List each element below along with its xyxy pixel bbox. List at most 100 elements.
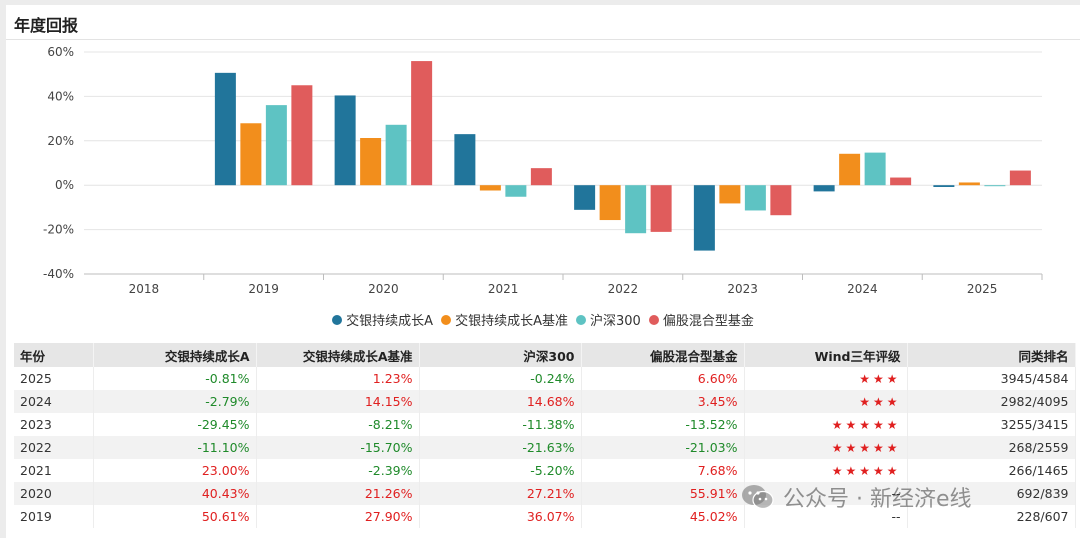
cell-fund-return: -2.79% <box>93 390 257 413</box>
cell-fund-return: -0.81% <box>93 367 257 390</box>
bar-2019-series-3 <box>265 105 287 186</box>
table-row: 2022 -11.10% -15.70% -21.63% -21.03% ★★★★★ 268… <box>14 436 1076 459</box>
x-tick-label: 2021 <box>488 282 519 296</box>
cell-wind-rating: ★★★★★ <box>744 413 908 436</box>
cell-peer-rank: 266/1465 <box>907 459 1076 482</box>
cell-year: 2021 <box>14 459 94 482</box>
cell-fund-return: 50.61% <box>93 505 257 528</box>
cell-benchmark-return: 27.90% <box>256 505 420 528</box>
col-header-year: 年份 <box>14 343 94 367</box>
bar-2019-series-2 <box>240 123 262 186</box>
cell-year: 2020 <box>14 482 94 505</box>
legend-dot <box>648 314 659 325</box>
cell-peer-return: -13.52% <box>581 413 745 436</box>
cell-wind-rating: ★★★ <box>744 367 908 390</box>
legend-item[interactable]: 偏股混合型基金 <box>648 310 754 329</box>
bar-2024-series-2 <box>839 153 861 186</box>
y-tick-label: -20% <box>43 223 74 237</box>
cell-hs300-return: -5.20% <box>419 459 582 482</box>
bar-2021-series-3 <box>505 185 527 197</box>
cell-peer-rank: 268/2559 <box>907 436 1076 459</box>
bar-2025-series-3 <box>984 185 1006 187</box>
cell-hs300-return: 14.68% <box>419 390 582 413</box>
annual-return-chart: 60% 40% 20% 0% -20% -40% 2018 2019 2020 2021 2022 2… <box>43 45 1043 296</box>
bar-2023-series-1 <box>693 185 715 251</box>
legend-label: 交银持续成长A <box>346 314 434 329</box>
bar-2022-series-4 <box>650 185 672 232</box>
legend-label: 交银持续成长A基准 <box>455 314 568 329</box>
bar-2020-series-4 <box>411 61 433 186</box>
cell-hs300-return: 27.21% <box>419 482 582 505</box>
legend-dot <box>332 314 343 325</box>
cell-peer-return: -21.03% <box>581 436 745 459</box>
panel-title: 年度回报 <box>14 16 79 35</box>
col-header-peer-rank: 同类排名 <box>907 343 1076 367</box>
bar-2024-series-4 <box>890 177 912 186</box>
x-tick-label: 2023 <box>727 282 758 296</box>
annual-return-table: 年份 交银持续成长A 交银持续成长A基准 沪深300 偏股混合型基金 Wind三… <box>14 343 1076 528</box>
cell-peer-return: 3.45% <box>581 390 745 413</box>
cell-fund-return: -29.45% <box>93 413 257 436</box>
y-tick-label: 40% <box>47 89 74 103</box>
bar-2024-series-1 <box>813 185 835 192</box>
y-tick-label: 60% <box>47 45 74 59</box>
bar-2019-series-4 <box>291 85 313 186</box>
col-header-wind-rating: Wind三年评级 <box>744 343 908 367</box>
table-header-row: 年份 交银持续成长A 交银持续成长A基准 沪深300 偏股混合型基金 Wind三… <box>14 343 1076 367</box>
bar-2022-series-2 <box>599 185 621 221</box>
bar-2021-series-1 <box>454 134 476 186</box>
cell-hs300-return: 36.07% <box>419 505 582 528</box>
cell-year: 2023 <box>14 413 94 436</box>
col-header-benchmark: 交银持续成长A基准 <box>256 343 420 367</box>
bar-2022-series-1 <box>574 185 596 210</box>
cell-year: 2025 <box>14 367 94 390</box>
legend-item[interactable]: 沪深300 <box>575 310 641 329</box>
cell-peer-return: 7.68% <box>581 459 745 482</box>
bar-2022-series-3 <box>625 185 647 234</box>
cell-hs300-return: -21.63% <box>419 436 582 459</box>
legend-item[interactable]: 交银持续成长A <box>332 310 433 329</box>
x-tick-label: 2022 <box>608 282 639 296</box>
bar-2025-series-1 <box>933 185 955 187</box>
legend-label: 沪深300 <box>589 314 641 329</box>
cell-fund-return: -11.10% <box>93 436 257 459</box>
col-header-hs300: 沪深300 <box>419 343 582 367</box>
col-header-fund: 交银持续成长A <box>93 343 257 367</box>
bar-2025-series-2 <box>958 182 980 186</box>
cell-peer-rank: 3945/4584 <box>907 367 1076 390</box>
table-row: 2021 23.00% -2.39% -5.20% 7.68% ★★★★★ 266/1465 <box>14 459 1076 482</box>
watermark: 公众号 · 新经济e线 <box>741 481 972 513</box>
col-header-peer-avg: 偏股混合型基金 <box>581 343 745 367</box>
legend-dot <box>575 314 586 325</box>
legend-item[interactable]: 交银持续成长A基准 <box>441 310 568 329</box>
wechat-icon <box>742 485 774 510</box>
bar-2023-series-3 <box>744 185 766 211</box>
x-tick-label: 2025 <box>967 282 998 296</box>
y-tick-label: -40% <box>43 267 74 281</box>
table-row: 2024 -2.79% 14.15% 14.68% 3.45% ★★★ 2982/4095 <box>14 390 1076 413</box>
chart-legend: 交银持续成长A 交银持续成长A基准 沪深300 偏股混合型基金 <box>6 310 1080 329</box>
table-row: 2020 40.43% 21.26% 27.21% 55.91% -- 692/839 <box>14 482 1076 505</box>
cell-peer-rank: 2982/4095 <box>907 390 1076 413</box>
x-tick-label: 2024 <box>847 282 878 296</box>
bar-2024-series-3 <box>864 152 886 186</box>
cell-peer-return: 55.91% <box>581 482 745 505</box>
annual-return-panel: 年度回报 60% 40% 20% 0% -20% -40% 2018 2019 2020 2021… <box>6 5 1080 538</box>
bar-2020-series-3 <box>385 124 407 186</box>
cell-benchmark-return: 21.26% <box>256 482 420 505</box>
x-tick-label: 2020 <box>368 282 399 296</box>
cell-benchmark-return: -15.70% <box>256 436 420 459</box>
cell-year: 2022 <box>14 436 94 459</box>
cell-fund-return: 23.00% <box>93 459 257 482</box>
table-row: 2025 -0.81% 1.23% -0.24% 6.60% ★★★ 3945/4584 <box>14 367 1076 390</box>
cell-wind-rating: -- <box>744 505 908 528</box>
cell-wind-rating: -- <box>744 482 908 505</box>
cell-peer-rank: 3255/3415 <box>907 413 1076 436</box>
x-tick-label: 2018 <box>129 282 160 296</box>
cell-benchmark-return: -8.21% <box>256 413 420 436</box>
cell-year: 2024 <box>14 390 94 413</box>
cell-wind-rating: ★★★★★ <box>744 436 908 459</box>
bar-2020-series-1 <box>334 95 356 186</box>
bar-2019-series-1 <box>214 72 236 186</box>
table-row: 2023 -29.45% -8.21% -11.38% -13.52% ★★★★★ 3255… <box>14 413 1076 436</box>
